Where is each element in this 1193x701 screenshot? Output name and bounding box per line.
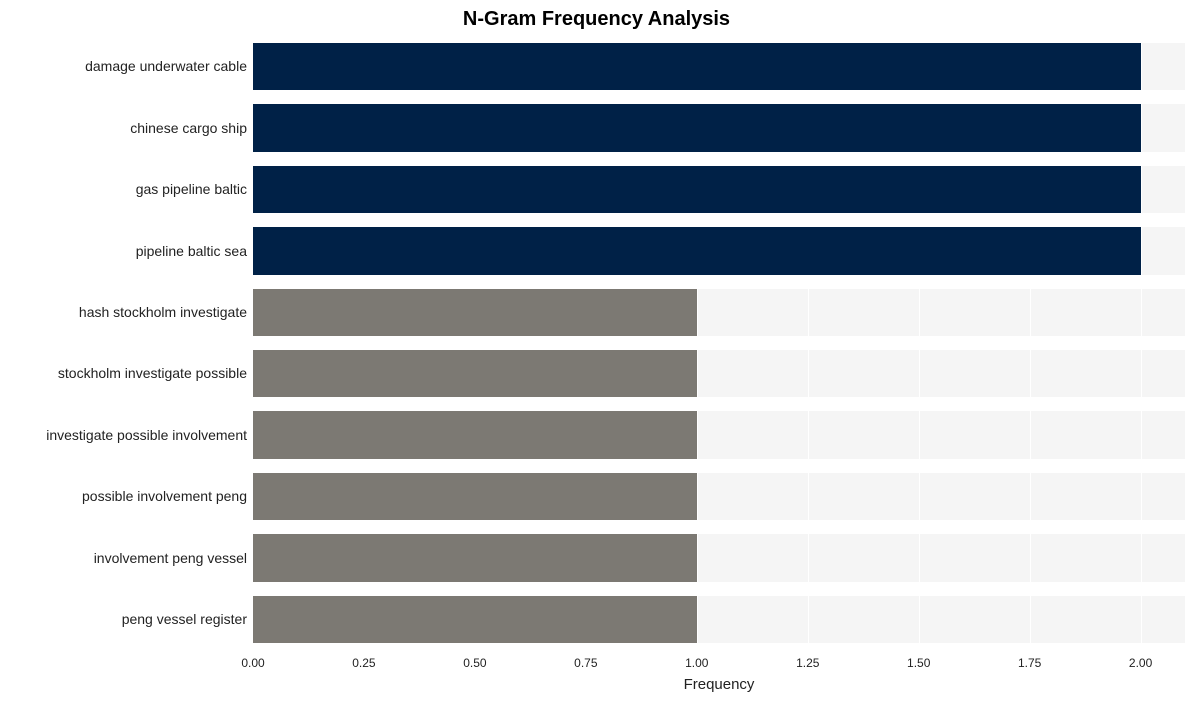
y-tick-label: possible involvement peng [2,488,247,504]
x-tick-label: 2.00 [1111,656,1171,670]
y-tick-label: involvement peng vessel [2,550,247,566]
y-tick-label: investigate possible involvement [2,427,247,443]
y-tick-label: chinese cargo ship [2,120,247,136]
bar [253,350,697,397]
chart-title: N-Gram Frequency Analysis [0,8,1193,31]
bar [253,289,697,336]
bar [253,227,1141,274]
bar [253,166,1141,213]
bar [253,43,1141,90]
bar [253,411,697,458]
bar [253,596,697,643]
x-tick-label: 1.00 [667,656,727,670]
plot-area [253,36,1185,650]
x-tick-label: 0.25 [334,656,394,670]
bar [253,104,1141,151]
bar [253,473,697,520]
x-axis-label: Frequency [253,676,1185,693]
bar [253,534,697,581]
x-tick-label: 0.75 [556,656,616,670]
x-tick-label: 0.00 [223,656,283,670]
y-tick-label: peng vessel register [2,611,247,627]
x-tick-label: 0.50 [445,656,505,670]
x-tick-label: 1.50 [889,656,949,670]
y-tick-label: damage underwater cable [2,58,247,74]
y-tick-label: hash stockholm investigate [2,304,247,320]
gridline [1141,36,1142,650]
x-tick-label: 1.75 [1000,656,1060,670]
x-tick-label: 1.25 [778,656,838,670]
y-tick-label: stockholm investigate possible [2,365,247,381]
y-tick-label: gas pipeline baltic [2,181,247,197]
chart-container: N-Gram Frequency Analysis damage underwa… [0,0,1193,701]
y-tick-label: pipeline baltic sea [2,243,247,259]
